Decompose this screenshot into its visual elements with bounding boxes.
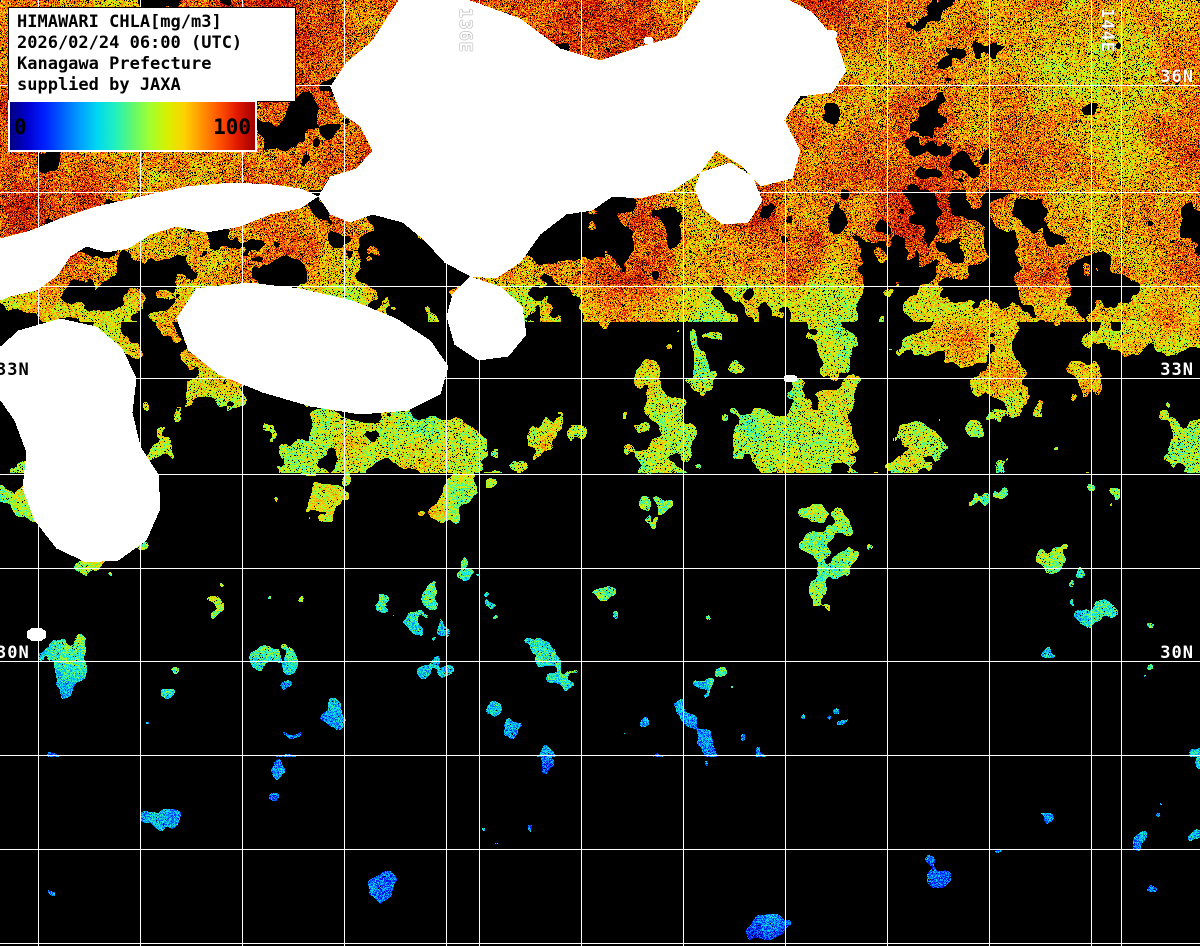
colorbar-max-label: 100: [213, 115, 251, 139]
colorbar-min-label: 0: [14, 115, 27, 139]
title-line-region: Kanagawa Prefecture: [17, 54, 212, 74]
colorbar: 0 100: [8, 100, 257, 152]
title-line-datetime: 2026/02/24 06:00 (UTC): [17, 33, 243, 53]
title-card: HIMAWARI CHLA[mg/m3] 2026/02/24 06:00 (U…: [8, 7, 296, 102]
colorbar-gradient: [10, 102, 255, 150]
title-line-product: HIMAWARI CHLA[mg/m3]: [17, 12, 222, 32]
title-line-provider: supplied by JAXA: [17, 75, 181, 95]
